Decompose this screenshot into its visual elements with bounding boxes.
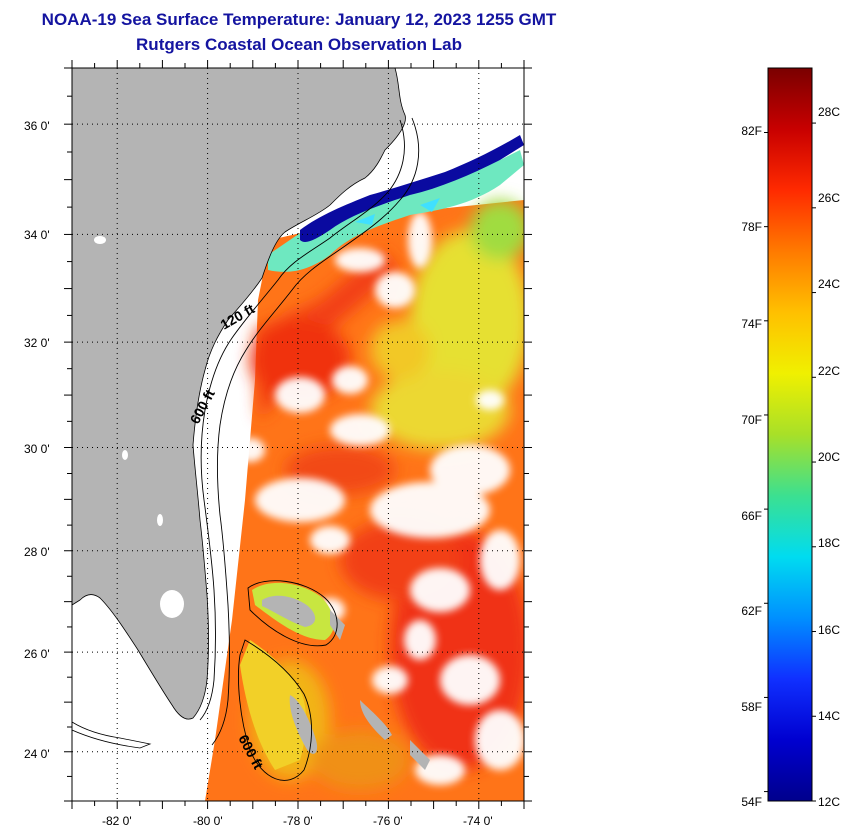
colorbar-f-label-82: 82F xyxy=(741,124,762,138)
colorbar-c-label-20: 20C xyxy=(818,450,840,464)
lon-label-76: -76 0' xyxy=(373,814,403,828)
map-subtitle: Rutgers Coastal Ocean Observation Lab xyxy=(136,35,462,54)
longitude-axis: -82 0' -80 0' -78 0' -76 0' -74 0' xyxy=(102,814,493,828)
colorbar-c-label-14: 14C xyxy=(818,709,840,723)
bahamas-bank-edge-north xyxy=(247,580,338,647)
cold-coastal-water xyxy=(268,135,524,272)
colorbar-c-label-12: 12C xyxy=(818,795,840,809)
isobath-120ft xyxy=(199,119,405,721)
colorbar-f-label-78: 78F xyxy=(741,220,762,234)
lat-label-24: 24 0' xyxy=(24,747,50,761)
lon-label-78: -78 0' xyxy=(283,814,313,828)
colorbar-f-label-66: 66F xyxy=(741,509,762,523)
isobath-600ft xyxy=(211,117,420,746)
lat-label-32: 32 0' xyxy=(24,336,50,350)
colorbar-c-label-18: 18C xyxy=(818,536,840,550)
sst-swath xyxy=(205,135,524,801)
colorbar-f-label-74: 74F xyxy=(741,317,762,331)
frame-ticks xyxy=(64,60,532,809)
isobath-contours xyxy=(199,117,420,781)
temperature-colorbar: 82F 78F 74F 70F 66F 62F 58F 54F 28C 26C … xyxy=(741,67,840,809)
lat-label-30: 30 0' xyxy=(24,442,50,456)
florida-bay-shoals xyxy=(72,721,152,749)
cool-offshore-water xyxy=(410,230,524,410)
colorbar-gradient xyxy=(767,67,813,802)
lat-label-26: 26 0' xyxy=(24,647,50,661)
bahamas-islands xyxy=(262,595,430,770)
colorbar-f-label-54: 54F xyxy=(741,795,762,809)
latitude-axis: 36 0' 34 0' 32 0' 30 0' 28 0' 26 0' 24 0… xyxy=(24,119,50,761)
lat-label-34: 34 0' xyxy=(24,228,50,242)
colorbar-c-label-16: 16C xyxy=(818,623,840,637)
cloud-cover xyxy=(235,212,524,785)
colorbar-ticks xyxy=(764,122,816,802)
bahamas-bank-edge-south xyxy=(238,639,313,781)
lon-label-74: -74 0' xyxy=(463,814,493,828)
colorbar-c-label-26: 26C xyxy=(818,191,840,205)
colorbar-f-label-62: 62F xyxy=(741,604,762,618)
colorbar-f-label-58: 58F xyxy=(741,700,762,714)
graticule xyxy=(72,68,524,801)
map-title: NOAA-19 Sea Surface Temperature: January… xyxy=(41,10,557,29)
colorbar-c-label-24: 24C xyxy=(818,277,840,291)
lon-label-80: -80 0' xyxy=(193,814,223,828)
inland-lakes xyxy=(94,236,184,618)
colorbar-c-label-22: 22C xyxy=(818,364,840,378)
lon-label-82: -82 0' xyxy=(102,814,132,828)
colorbar-c-label-28: 28C xyxy=(818,105,840,119)
lat-label-28: 28 0' xyxy=(24,545,50,559)
colorbar-f-label-70: 70F xyxy=(741,413,762,427)
map-plot-area: 120 ft 600 ft 600 ft xyxy=(72,68,524,801)
north-america-landmass xyxy=(72,68,406,720)
lat-label-36: 36 0' xyxy=(24,119,50,133)
